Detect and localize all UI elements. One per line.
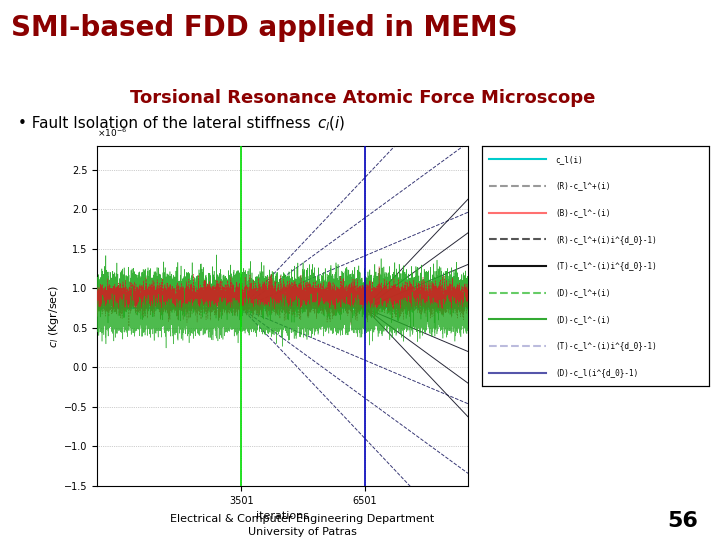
Text: Electrical & Computer Engineering Department: Electrical & Computer Engineering Depart… <box>170 514 435 524</box>
Text: SMI-based FDD applied in MEMS: SMI-based FDD applied in MEMS <box>11 14 518 42</box>
Text: (B)-c_l^-(i): (B)-c_l^-(i) <box>555 208 611 217</box>
Text: (R)-c_l^+(i): (R)-c_l^+(i) <box>555 181 611 191</box>
Text: • Fault Isolation of the lateral stiffness: • Fault Isolation of the lateral stiffne… <box>18 116 320 131</box>
Text: $c_l(i)$: $c_l(i)$ <box>317 115 346 133</box>
Text: $\times 10^{-6}$: $\times 10^{-6}$ <box>97 126 127 139</box>
Text: (T)-c_l^-(i)i^{d_0}-1): (T)-c_l^-(i)i^{d_0}-1) <box>555 261 657 271</box>
Text: c_l(i): c_l(i) <box>555 154 582 164</box>
Text: 56: 56 <box>667 511 698 531</box>
Text: (D)-c_l(i^{d_0}-1): (D)-c_l(i^{d_0}-1) <box>555 368 638 377</box>
Text: (D)-c_l^+(i): (D)-c_l^+(i) <box>555 288 611 297</box>
Text: (D)-c_l^-(i): (D)-c_l^-(i) <box>555 315 611 324</box>
Text: University of Patras: University of Patras <box>248 527 357 537</box>
Text: (R)-c_l^+(i)i^{d_0}-1): (R)-c_l^+(i)i^{d_0}-1) <box>555 235 657 244</box>
Y-axis label: $c_l$ (Kgr/sec): $c_l$ (Kgr/sec) <box>48 284 61 348</box>
X-axis label: iterations: iterations <box>256 511 309 521</box>
Text: (T)-c_l^-(i)i^{d_0}-1): (T)-c_l^-(i)i^{d_0}-1) <box>555 342 657 350</box>
Text: Torsional Resonance Atomic Force Microscope: Torsional Resonance Atomic Force Microsc… <box>130 89 595 107</box>
